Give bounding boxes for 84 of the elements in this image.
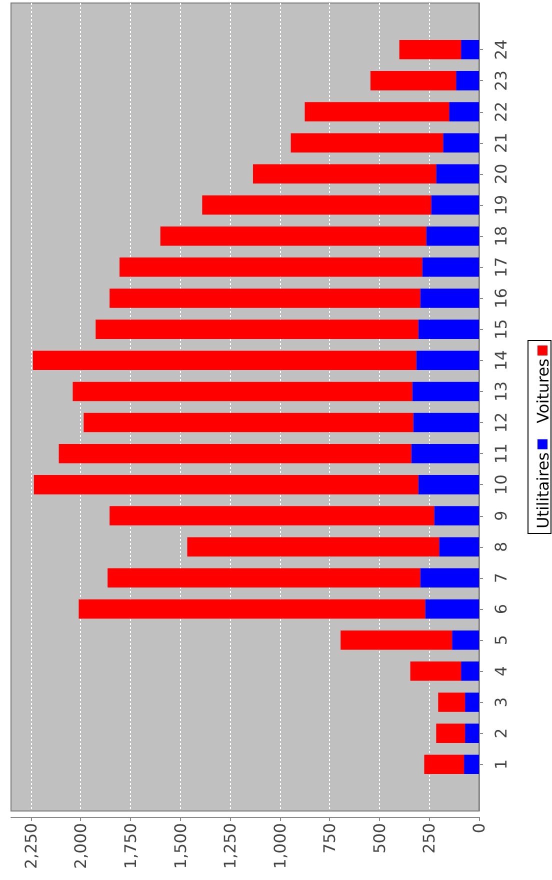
x-tick-label: 2,250 <box>21 823 40 869</box>
bar <box>304 102 450 122</box>
bar <box>370 71 456 90</box>
bar <box>412 382 479 402</box>
y-tick-label: 2 <box>492 728 510 738</box>
bar <box>160 226 426 246</box>
y-tick-label: 21 <box>492 132 510 154</box>
bar <box>424 754 464 774</box>
x-tick-label: 1,500 <box>170 823 190 869</box>
y-tick-label: 15 <box>492 319 510 340</box>
x-tick-label: 250 <box>420 823 439 854</box>
bar <box>411 444 479 464</box>
y-tick-label: 12 <box>492 412 510 433</box>
bar <box>416 350 479 370</box>
bar <box>78 599 426 619</box>
bar <box>452 630 479 650</box>
y-tick-label: 18 <box>492 226 510 246</box>
y-tick-label: 6 <box>492 604 510 614</box>
y-tick-label: 4 <box>492 666 510 676</box>
bar <box>410 662 462 681</box>
bar <box>420 568 479 588</box>
x-tick-label: 2,000 <box>71 823 90 869</box>
bar <box>422 258 479 277</box>
bar <box>439 537 479 556</box>
y-tick-label: 19 <box>492 194 510 216</box>
legend-label: Utilitaires <box>534 452 552 529</box>
bar <box>465 724 479 743</box>
bar <box>418 320 479 339</box>
x-tick-label: 1,750 <box>120 823 140 869</box>
bar <box>84 412 414 432</box>
bar <box>72 382 412 402</box>
bar <box>399 40 462 60</box>
bar <box>32 350 416 370</box>
y-tick-label: 8 <box>492 542 510 552</box>
bar <box>34 475 418 494</box>
y-tick-label: 22 <box>492 102 510 122</box>
bar <box>449 102 479 122</box>
bar <box>58 444 412 464</box>
bar <box>434 506 479 526</box>
y-tick-label: 5 <box>492 634 510 646</box>
y-tick-label: 17 <box>492 256 510 278</box>
x-tick-label: 1,000 <box>270 823 290 869</box>
x-tick-label: 750 <box>320 823 340 854</box>
y-tick-label: 11 <box>492 443 510 464</box>
bar <box>110 288 420 308</box>
bar <box>418 475 479 494</box>
bar <box>425 599 479 619</box>
bar <box>461 662 479 681</box>
bar <box>340 630 452 650</box>
y-tick-label: 9 <box>492 510 510 521</box>
x-tick-label: 0 <box>470 823 488 834</box>
bar <box>252 164 436 184</box>
bar <box>456 71 479 90</box>
x-tick-label: 500 <box>370 823 389 854</box>
y-tick-label: 20 <box>492 164 510 184</box>
bar <box>290 133 444 152</box>
bar <box>413 412 479 432</box>
bar <box>464 754 479 774</box>
y-tick-label: 16 <box>492 288 510 308</box>
bar <box>436 164 479 184</box>
bar <box>202 195 432 215</box>
bar <box>426 226 479 246</box>
bar <box>436 724 466 743</box>
bar <box>465 692 479 712</box>
y-tick-label: 14 <box>492 350 510 371</box>
bar <box>187 537 440 556</box>
bar <box>443 133 479 152</box>
bar <box>420 288 479 308</box>
y-tick-label: 23 <box>492 70 510 91</box>
y-tick-label: 1 <box>492 759 510 770</box>
y-tick-label: 13 <box>492 381 510 402</box>
bar <box>431 195 479 215</box>
bar <box>110 506 434 526</box>
bar <box>108 568 420 588</box>
y-tick-label: 10 <box>492 474 510 495</box>
legend-label: Voitures <box>534 358 552 424</box>
bar <box>120 258 422 277</box>
y-tick-label: 7 <box>492 572 510 584</box>
bar <box>438 692 466 712</box>
bar <box>461 40 479 60</box>
y-tick-label: 24 <box>492 39 510 60</box>
x-tick-label: 1,250 <box>220 823 240 869</box>
bar <box>96 320 418 339</box>
y-tick-label: 3 <box>492 697 510 708</box>
